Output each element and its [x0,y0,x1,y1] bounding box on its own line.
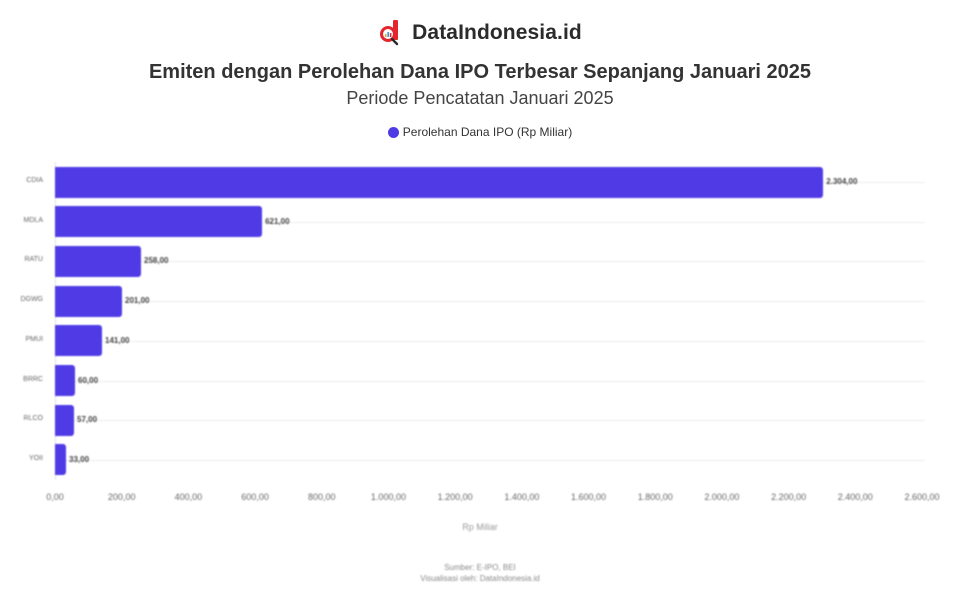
x-tick-label: 2.200,00 [771,492,807,502]
data-label: 201,00 [125,296,150,306]
x-tick-label: 200,00 [107,492,136,502]
bar-pmui[interactable] [55,325,103,357]
x-tick-label: 1.200,00 [437,492,473,502]
data-label: 60,00 [78,375,99,385]
data-label: 621,00 [265,216,290,226]
x-tick-label: 2.400,00 [837,492,873,502]
x-tick-label: 800,00 [308,492,336,502]
magnifier-chart-logo-icon [378,20,402,46]
x-tick-label: 1.000,00 [370,492,406,502]
gridline [55,420,925,422]
chart-title: Emiten dengan Perolehan Dana IPO Terbesa… [148,61,812,83]
category-label: RATU [24,256,43,264]
y-axis-line [55,162,56,480]
data-label: 57,00 [77,415,98,425]
x-tick-label: 1.400,00 [504,492,540,502]
data-label: 33,00 [69,454,90,464]
x-axis-label: Rp Miliar [462,522,498,532]
data-label: 258,00 [144,256,169,266]
data-label: 2.304,00 [826,177,858,186]
gridline [55,261,925,263]
source-text: Sumber: E-IPO, BEI [444,563,516,572]
category-label: DGWG [20,296,43,304]
data-label: 141,00 [105,335,130,345]
x-tick-label: 2.000,00 [704,492,740,502]
bar-brrc[interactable] [55,365,75,396]
legend-label: Perolehan Dana IPO (Rp Miliar) [402,125,573,139]
legend-marker-icon [387,126,399,138]
gridline [55,459,925,461]
gridline [55,340,925,342]
bar-cdia[interactable] [55,166,824,198]
x-tick-label: 400,00 [174,492,203,502]
gridline [55,380,925,382]
category-label: MDLA [23,216,43,224]
x-tick-label: 600,00 [241,492,269,502]
x-tick-label: 1.600,00 [571,492,607,502]
source-note: Sumber: E-IPO, BEI Visualisasi oleh: Dat… [0,562,960,584]
credit-text: Visualisasi oleh: DataIndonesia.id [420,574,540,583]
legend[interactable]: Perolehan Dana IPO (Rp Miliar) [0,125,960,139]
category-label: RLCO [23,415,43,423]
x-tick-label: 2.600,00 [904,492,940,502]
category-label: YOII [28,454,43,462]
gridline [55,301,925,303]
plot-area: 2.304,00 621,00 258,00 201,00 141,00 60,00 57,… [55,162,925,480]
x-tick-label: 1.800,00 [637,492,673,502]
bar-ratu[interactable] [55,245,142,277]
bar-yoii[interactable] [55,444,66,476]
bar-dgwg[interactable] [55,285,123,317]
x-tick-label: 0,00 [46,492,64,502]
category-label: BRRC [23,375,43,383]
bar-rlco[interactable] [55,404,74,436]
category-label: PMUI [25,335,44,343]
gridline [55,221,925,223]
chart-subtitle: Periode Pencatatan Januari 2025 [346,88,614,108]
bar-mdla[interactable] [55,206,263,238]
brand-header: DataIndonesia.id [0,20,960,46]
category-label: CDIA [26,177,43,184]
brand-name: DataIndonesia.id [412,21,582,44]
